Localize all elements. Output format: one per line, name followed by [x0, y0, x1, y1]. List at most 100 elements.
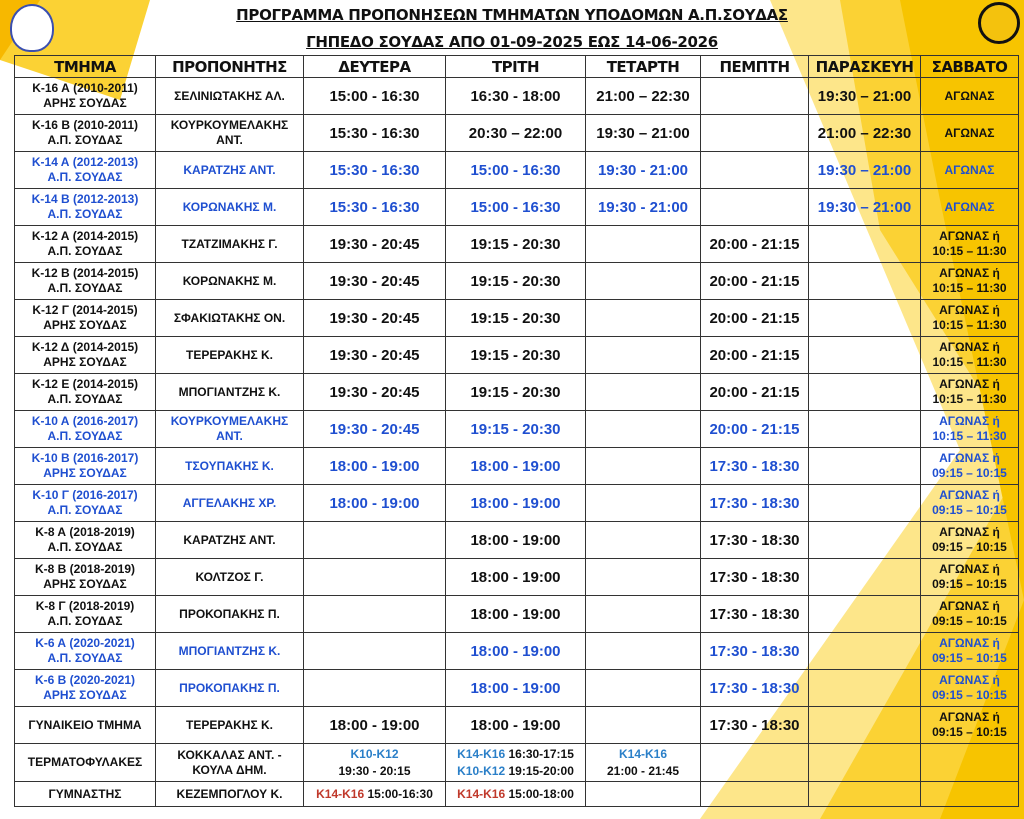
saturday-cell: ΑΓΩΝΑΣ ή 09:15 – 10:15: [920, 521, 1019, 559]
tuesday-cell: 18:00 - 19:00: [445, 595, 586, 633]
monday-cell: [303, 521, 446, 559]
wednesday-cell: 21:00 – 22:30: [585, 77, 701, 115]
tuesday-cell: 19:15 - 20:30: [445, 373, 586, 411]
tuesday-cell: 18:00 - 19:00: [445, 447, 586, 485]
monday-cell: 18:00 - 19:00: [303, 484, 446, 522]
column-header: ΤΜΗΜΑ: [14, 55, 156, 78]
saturday-cell: ΑΓΩΝΑΣ ή 10:15 – 11:30: [920, 410, 1019, 448]
saturday-cell: ΑΓΩΝΑΣ ή 10:15 – 11:30: [920, 225, 1019, 263]
tuesday-cell: 18:00 - 19:00: [445, 484, 586, 522]
thursday-cell: 17:30 - 18:30: [700, 595, 809, 633]
monday-cell: 15:30 - 16:30: [303, 188, 446, 226]
gymnast-row: ΓΥΜΝΑΣΤΗΣ ΚΕΖΕΜΠΟΓΛΟΥ Κ. Κ14-Κ16 15:00-1…: [14, 781, 1019, 807]
monday-cell: [303, 595, 446, 633]
tuesday-cell: 19:15 - 20:30: [445, 262, 586, 300]
tuesday-cell: 18:00 - 19:00: [445, 632, 586, 670]
monday-cell: 19:30 - 20:45: [303, 410, 446, 448]
table-row: Κ-6 Β (2020-2021) ΑΡΗΣ ΣΟΥΔΑΣ ΠΡΟΚΟΠΑΚΗΣ …: [14, 669, 1019, 707]
coach-cell: ΚΟΥΡΚΟΥΜΕΛΑΚΗΣ ΑΝΤ.: [155, 410, 304, 448]
thursday-cell: [700, 743, 809, 782]
monday-cell: [303, 669, 446, 707]
tuesday-cell: 19:15 - 20:30: [445, 336, 586, 374]
team-cell: Κ-16 Α (2010-2011) ΑΡΗΣ ΣΟΥΔΑΣ: [14, 77, 156, 115]
wednesday-cell: Κ14-Κ16 21:00 - 21:45: [585, 743, 701, 782]
friday-cell: [808, 781, 921, 807]
friday-cell: [808, 558, 921, 596]
saturday-cell: ΑΓΩΝΑΣ: [920, 188, 1019, 226]
saturday-cell: ΑΓΩΝΑΣ ή 10:15 – 11:30: [920, 262, 1019, 300]
tuesday-cell: Κ14-Κ16 16:30-17:15 Κ10-Κ12 19:15-20:00: [445, 743, 586, 782]
table-row: Κ-14 Α (2012-2013) Α.Π. ΣΟΥΔΑΣ ΚΑΡΑΤΖΗΣ Α…: [14, 151, 1019, 189]
coach-cell: ΚΑΡΑΤΖΗΣ ΑΝΤ.: [155, 521, 304, 559]
team-cell: Κ-10 Β (2016-2017) ΑΡΗΣ ΣΟΥΔΑΣ: [14, 447, 156, 485]
saturday-cell: ΑΓΩΝΑΣ ή 09:15 – 10:15: [920, 632, 1019, 670]
table-row: Κ-12 Γ (2014-2015) ΑΡΗΣ ΣΟΥΔΑΣ ΣΦΑΚΙΩΤΑΚΗ…: [14, 299, 1019, 337]
column-header: ΠΑΡΑΣΚΕΥΗ: [808, 55, 921, 78]
column-header: ΤΡΙΤΗ: [445, 55, 586, 78]
coach-cell: ΤΕΡΕΡΑΚΗΣ Κ.: [155, 706, 304, 744]
monday-cell: 18:00 - 19:00: [303, 447, 446, 485]
coach-cell: ΤΕΡΕΡΑΚΗΣ Κ.: [155, 336, 304, 374]
monday-cell: 15:30 - 16:30: [303, 114, 446, 152]
team-cell: ΤΕΡΜΑΤΟΦΥΛΑΚΕΣ: [14, 743, 156, 782]
friday-cell: [808, 484, 921, 522]
team-cell: Κ-12 Δ (2014-2015) ΑΡΗΣ ΣΟΥΔΑΣ: [14, 336, 156, 374]
thursday-cell: [700, 151, 809, 189]
thursday-cell: 17:30 - 18:30: [700, 669, 809, 707]
team-cell: Κ-12 Γ (2014-2015) ΑΡΗΣ ΣΟΥΔΑΣ: [14, 299, 156, 337]
friday-cell: 21:00 – 22:30: [808, 114, 921, 152]
team-cell: Κ-8 Β (2018-2019) ΑΡΗΣ ΣΟΥΔΑΣ: [14, 558, 156, 596]
monday-cell: 19:30 - 20:45: [303, 299, 446, 337]
thursday-cell: 20:00 - 21:15: [700, 336, 809, 374]
text-span: 19:30 - 20:15: [338, 763, 411, 778]
text-span: Κ10-Κ12: [350, 746, 399, 761]
friday-cell: [808, 299, 921, 337]
coach-cell: ΤΖΑΤΖΙΜΑΚΗΣ Γ.: [155, 225, 304, 263]
saturday-cell: ΑΓΩΝΑΣ: [920, 114, 1019, 152]
coach-cell: ΑΓΓΕΛΑΚΗΣ ΧΡ.: [155, 484, 304, 522]
tuesday-cell: 19:15 - 20:30: [445, 225, 586, 263]
team-cell: Κ-14 Β (2012-2013) Α.Π. ΣΟΥΔΑΣ: [14, 188, 156, 226]
thursday-cell: 20:00 - 21:15: [700, 262, 809, 300]
wednesday-cell: [585, 262, 701, 300]
thursday-cell: 17:30 - 18:30: [700, 706, 809, 744]
header-row: ΤΜΗΜΑ ΠΡΟΠΟΝΗΤΗΣ ΔΕΥΤΕΡΑ ΤΡΙΤΗ ΤΕΤΑΡΤΗ ΠΕΜΠΤΗ…: [14, 55, 1019, 78]
team-cell: Κ-12 Ε (2014-2015) Α.Π. ΣΟΥΔΑΣ: [14, 373, 156, 411]
wednesday-cell: [585, 558, 701, 596]
saturday-cell: [920, 743, 1019, 782]
tuesday-cell: 18:00 - 19:00: [445, 558, 586, 596]
table-row: Κ-6 Α (2020-2021) Α.Π. ΣΟΥΔΑΣ ΜΠΟΓΙΑΝΤΖΗΣ…: [14, 632, 1019, 670]
friday-cell: 19:30 – 21:00: [808, 151, 921, 189]
text-span: Κ14-Κ16: [316, 786, 365, 801]
table-row: Κ-8 Α (2018-2019) Α.Π. ΣΟΥΔΑΣ ΚΑΡΑΤΖΗΣ ΑΝ…: [14, 521, 1019, 559]
team-cell: Κ-10 Γ (2016-2017) Α.Π. ΣΟΥΔΑΣ: [14, 484, 156, 522]
wednesday-cell: [585, 336, 701, 374]
table-row: Κ-12 Β (2014-2015) Α.Π. ΣΟΥΔΑΣ ΚΟΡΩΝΑΚΗΣ …: [14, 262, 1019, 300]
table-row: Κ-8 Β (2018-2019) ΑΡΗΣ ΣΟΥΔΑΣ ΚΟΛΤΖΟΣ Γ. 1…: [14, 558, 1019, 596]
text-span: Κ14-Κ16: [457, 786, 506, 801]
team-cell: Κ-12 Β (2014-2015) Α.Π. ΣΟΥΔΑΣ: [14, 262, 156, 300]
page-subtitle: ΓΗΠΕΔΟ ΣΟΥΔΑΣ ΑΠΟ 01-09-2025 ΕΩΣ 14-06-2…: [306, 33, 718, 51]
wednesday-cell: 19:30 - 21:00: [585, 188, 701, 226]
team-cell: Κ-6 Β (2020-2021) ΑΡΗΣ ΣΟΥΔΑΣ: [14, 669, 156, 707]
friday-cell: [808, 595, 921, 633]
monday-cell: Κ14-Κ16 15:00-16:30: [303, 781, 446, 807]
wednesday-cell: [585, 373, 701, 411]
thursday-cell: 17:30 - 18:30: [700, 447, 809, 485]
wednesday-cell: [585, 781, 701, 807]
wednesday-cell: [585, 299, 701, 337]
coach-cell: ΣΕΛΙΝΙΩΤΑΚΗΣ ΑΛ.: [155, 77, 304, 115]
monday-cell: 19:30 - 20:45: [303, 225, 446, 263]
text-span: Κ14-Κ16: [618, 746, 668, 761]
saturday-cell: ΑΓΩΝΑΣ ή 09:15 – 10:15: [920, 669, 1019, 707]
monday-cell: [303, 558, 446, 596]
monday-cell: 15:30 - 16:30: [303, 151, 446, 189]
tuesday-cell: 15:00 - 16:30: [445, 188, 586, 226]
saturday-cell: ΑΓΩΝΑΣ ή 09:15 – 10:15: [920, 558, 1019, 596]
column-header: ΔΕΥΤΕΡΑ: [303, 55, 446, 78]
thursday-cell: 20:00 - 21:15: [700, 373, 809, 411]
coach-cell: ΜΠΟΓΙΑΝΤΖΗΣ Κ.: [155, 632, 304, 670]
coach-cell: ΚΟΡΩΝΑΚΗΣ Μ.: [155, 188, 304, 226]
wednesday-cell: [585, 632, 701, 670]
monday-cell: 15:00 - 16:30: [303, 77, 446, 115]
